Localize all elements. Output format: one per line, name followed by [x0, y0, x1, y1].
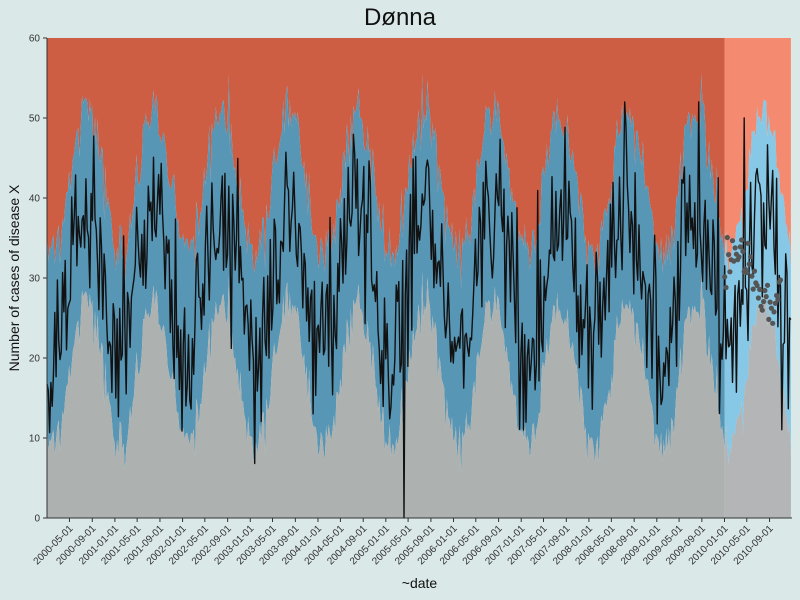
forecast-point	[744, 270, 750, 276]
x-axis-label: ~date	[401, 575, 438, 591]
plot-area	[46, 38, 792, 519]
forecast-point	[767, 299, 773, 305]
y-tick-label: 20	[29, 354, 41, 365]
forecast-point	[727, 269, 733, 275]
forecast-point	[745, 240, 751, 246]
forecast-point	[768, 305, 775, 311]
forecast-point	[739, 237, 745, 243]
forecast-point	[766, 316, 772, 322]
y-axis-label: Number of cases of disease X	[6, 184, 22, 372]
forecast-point	[748, 254, 754, 260]
forecast-point	[729, 238, 736, 244]
forecast-point	[777, 277, 784, 283]
forecast-point	[771, 309, 777, 315]
high-band-area	[47, 38, 725, 291]
forecast-point	[726, 252, 732, 258]
forecast-point	[724, 234, 730, 241]
forecast-point	[749, 273, 755, 279]
y-tick-label: 10	[29, 434, 41, 445]
normal-band-area	[47, 271, 725, 518]
forecast-point	[737, 244, 743, 250]
forecast-point	[755, 295, 762, 301]
normal-band-forecast-area	[724, 293, 791, 518]
forecast-point	[754, 282, 760, 289]
forecast-point	[763, 294, 769, 300]
forecast-point	[731, 258, 737, 264]
chart-title: Dønna	[363, 4, 437, 31]
forecast-point	[722, 274, 728, 280]
forecast-point	[736, 254, 742, 260]
forecast-point	[774, 292, 780, 299]
y-tick-label: 40	[29, 194, 41, 205]
forecast-point	[759, 307, 765, 313]
forecast-point	[740, 248, 746, 254]
y-tick-label: 60	[29, 34, 41, 45]
forecast-point	[762, 287, 768, 294]
forecast-point	[772, 300, 778, 306]
forecast-point	[750, 286, 756, 292]
forecast-point	[746, 261, 752, 267]
observed-cases-line	[46, 101, 792, 519]
high-band-forecast-area	[724, 38, 791, 277]
forecast-point	[764, 282, 771, 288]
y-tick-label: 30	[29, 274, 41, 285]
forecast-point	[723, 284, 729, 291]
forecast-point	[761, 299, 767, 305]
forecast-point	[775, 297, 781, 303]
forecast-point	[770, 320, 776, 326]
expected-band-area	[47, 73, 725, 476]
forecast-point	[751, 268, 758, 274]
forecast-point	[757, 286, 763, 293]
y-tick-label: 50	[29, 114, 41, 125]
forecast-point	[732, 245, 738, 251]
y-tick-label: 0	[34, 514, 40, 525]
